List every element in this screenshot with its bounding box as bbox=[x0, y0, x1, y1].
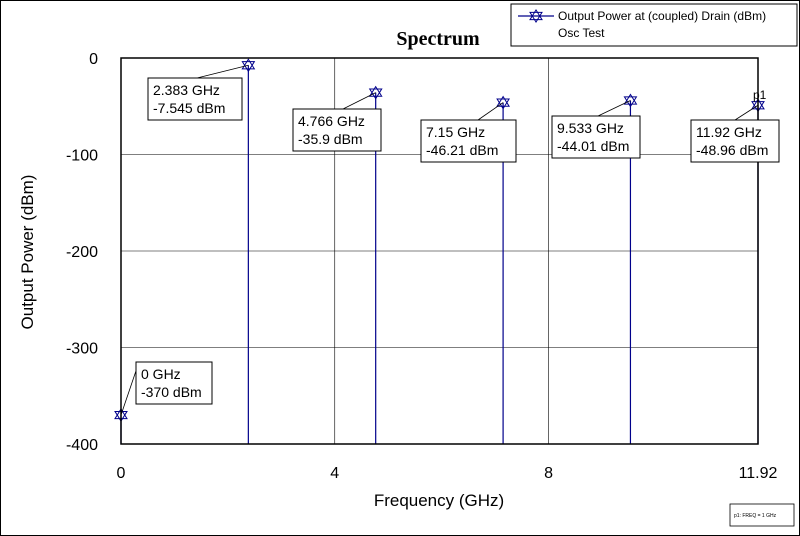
x-tick-labels: 0 4 8 11.92 bbox=[117, 465, 778, 482]
x-tick-label: 8 bbox=[544, 465, 553, 482]
callout-leader bbox=[597, 100, 631, 117]
callout: 0 GHz -370 dBm bbox=[120, 361, 213, 416]
legend-marker-icon bbox=[529, 9, 543, 23]
callout-box bbox=[292, 108, 382, 152]
y-tick-label: -100 bbox=[66, 148, 98, 165]
marker-triangle-up bbox=[623, 93, 638, 105]
x-axis-title: Frequency (GHz) bbox=[374, 491, 504, 510]
callout: 9.533 GHz -44.01 dBm bbox=[551, 100, 641, 159]
marker-triangle-up bbox=[496, 95, 510, 107]
marker-triangle-down bbox=[496, 98, 510, 110]
x-tick-label: 0 bbox=[117, 465, 126, 482]
marker-triangle-down bbox=[529, 11, 543, 23]
callout-box bbox=[690, 119, 780, 163]
callout-frequency: 4.766 GHz bbox=[298, 113, 365, 129]
marker-triangle-up bbox=[529, 9, 543, 21]
marker-note-text: p1: FREQ = 1 GHz bbox=[734, 513, 777, 519]
data-point-marker bbox=[496, 95, 510, 110]
marker-triangle-up bbox=[368, 85, 383, 97]
callout-leader bbox=[734, 104, 759, 121]
callout-frequency: 7.15 GHz bbox=[426, 124, 485, 140]
chart-title: Spectrum bbox=[396, 28, 480, 50]
data-point-marker bbox=[241, 58, 256, 73]
callout-box bbox=[420, 119, 517, 163]
callout: 4.766 GHz -35.9 dBm bbox=[292, 92, 382, 152]
marker-note-box bbox=[729, 503, 795, 527]
legend-box bbox=[510, 3, 798, 47]
legend: Output Power at (coupled) Drain (dBm) Os… bbox=[510, 3, 798, 47]
callout-leader bbox=[196, 64, 249, 79]
y-tick-label: 0 bbox=[89, 51, 98, 68]
callout-power: -48.96 dBm bbox=[696, 142, 768, 158]
y-tick-label: -300 bbox=[66, 341, 98, 358]
callout-frequency: 2.383 GHz bbox=[153, 82, 220, 98]
callout-leader bbox=[477, 102, 504, 121]
legend-marker-shape bbox=[529, 9, 543, 23]
x-tick-label: 11.92 bbox=[739, 465, 778, 482]
y-tick-labels: 0 -100 -200 -300 -400 bbox=[66, 51, 98, 454]
callout-leader bbox=[342, 92, 376, 110]
marker-triangle-up bbox=[241, 58, 256, 70]
y-tick-label: -400 bbox=[66, 437, 98, 454]
callout-power: -46.21 dBm bbox=[426, 142, 498, 158]
callout-power: -7.545 dBm bbox=[153, 100, 225, 116]
legend-subtitle: Osc Test bbox=[558, 26, 605, 40]
callout-box bbox=[551, 115, 641, 159]
legend-series-label: Output Power at (coupled) Drain (dBm) bbox=[558, 9, 766, 23]
plot-area-border bbox=[120, 57, 759, 445]
y-tick-label: -200 bbox=[66, 244, 98, 261]
callout-power: -370 dBm bbox=[141, 384, 202, 400]
callout: 2.383 GHz -7.545 dBm bbox=[147, 64, 249, 121]
y-axis-title: Output Power (dBm) bbox=[18, 175, 37, 330]
callout-box bbox=[135, 361, 213, 405]
x-tick-label: 4 bbox=[330, 465, 339, 482]
callout-frequency: 11.92 GHz bbox=[696, 124, 762, 140]
callout-frequency: 9.533 GHz bbox=[557, 120, 624, 136]
marker-note: p1: FREQ = 1 GHz bbox=[729, 503, 795, 527]
marker-label: p1 bbox=[753, 88, 767, 102]
callout: 7.15 GHz -46.21 dBm bbox=[420, 102, 517, 163]
callouts: 0 GHz -370 dBm 2.383 GHz -7.545 dBm 4.766 GH… bbox=[120, 64, 780, 416]
callout-box bbox=[147, 77, 243, 121]
callout-power: -35.9 dBm bbox=[298, 131, 363, 147]
callout-power: -44.01 dBm bbox=[557, 138, 629, 154]
callout-frequency: 0 GHz bbox=[141, 366, 181, 382]
marker-triangle-down bbox=[241, 61, 256, 73]
callout: 11.92 GHz -48.96 dBm bbox=[690, 104, 780, 163]
